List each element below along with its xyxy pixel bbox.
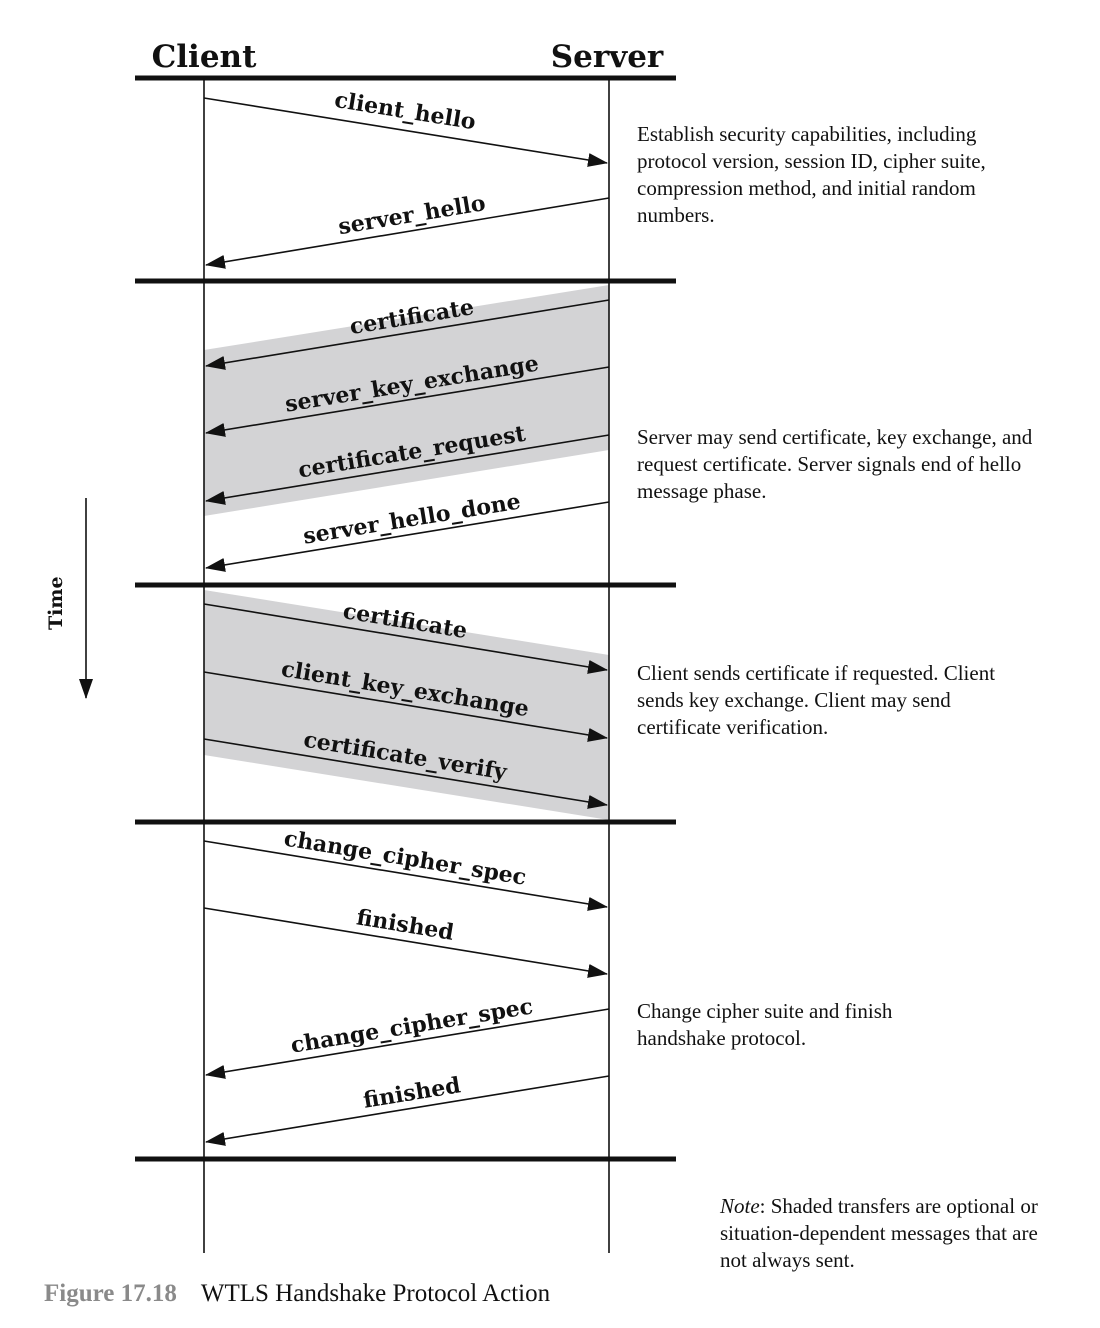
message-label: client_hello: [333, 87, 478, 135]
message-arrow: [205, 197, 610, 269]
figure-number: Figure 17.18: [44, 1280, 177, 1307]
message-arrow: [205, 1008, 610, 1079]
client-header: Client: [152, 39, 257, 75]
message-arrow: [203, 840, 608, 911]
phase-description: Change cipher suite and finish handshake…: [637, 999, 893, 1050]
note-text: : Shaded transfers are optional or situa…: [720, 1194, 1038, 1272]
message-label: server_hello_done: [301, 489, 522, 550]
phase-description: Client sends certificate if requested. C…: [637, 661, 996, 739]
phase-description: Server may send certificate, key exchang…: [637, 425, 1033, 503]
message-arrow: [203, 97, 608, 167]
server-header: Server: [551, 39, 664, 75]
note-label: Note: [720, 1194, 760, 1218]
message-arrow: [203, 671, 608, 742]
message-arrow: [203, 603, 608, 674]
figure-title: WTLS Handshake Protocol Action: [200, 1280, 551, 1307]
message-arrow: [205, 299, 610, 370]
time-axis-label: Time: [45, 576, 67, 630]
message-arrow: [203, 738, 608, 809]
message-label: finished: [355, 904, 456, 946]
message-arrow: [205, 1075, 610, 1146]
figure-caption: Figure 17.18 WTLS Handshake Protocol Acti…: [44, 1280, 550, 1308]
message-label: change_cipher_spec: [289, 993, 535, 1058]
phase-description: Establish security capabilities, includi…: [637, 122, 986, 227]
message-arrow: [203, 907, 608, 978]
message-label: server_hello: [336, 190, 487, 240]
shading-note: Note: Shaded transfers are optional or s…: [720, 1193, 1060, 1274]
message-label: change_cipher_spec: [282, 825, 528, 890]
message-arrow: [205, 434, 610, 505]
message-arrow: [205, 501, 610, 572]
message-arrow: [205, 366, 610, 437]
